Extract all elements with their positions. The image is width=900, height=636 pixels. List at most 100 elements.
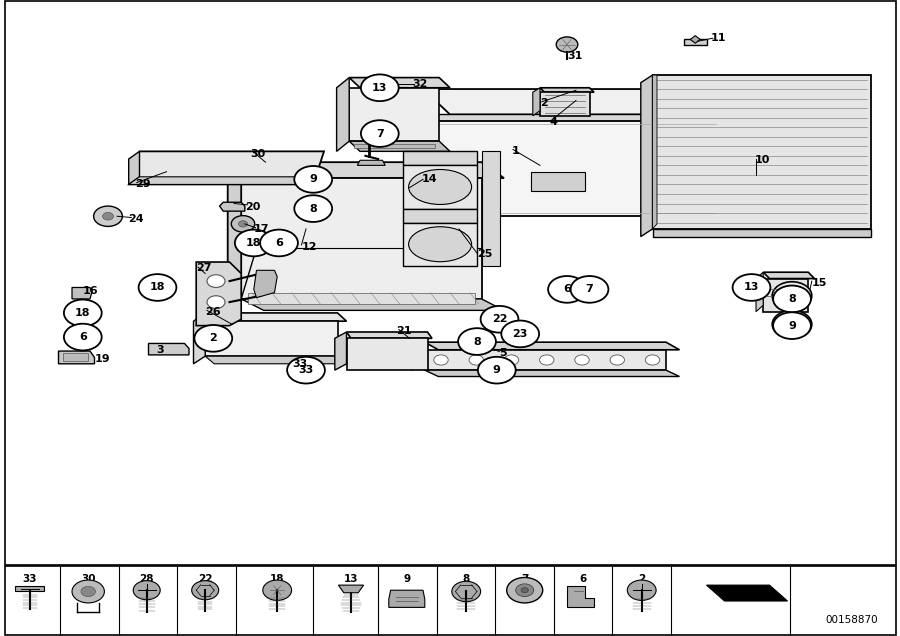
Polygon shape bbox=[482, 151, 500, 266]
Text: 00158870: 00158870 bbox=[825, 614, 878, 625]
Circle shape bbox=[94, 206, 122, 226]
Polygon shape bbox=[540, 92, 590, 116]
Text: 7: 7 bbox=[376, 128, 383, 139]
Text: 5: 5 bbox=[500, 348, 507, 358]
Polygon shape bbox=[337, 78, 349, 151]
Circle shape bbox=[207, 275, 225, 287]
Text: 18: 18 bbox=[270, 574, 284, 584]
Circle shape bbox=[64, 300, 102, 326]
Polygon shape bbox=[241, 162, 504, 178]
Polygon shape bbox=[763, 279, 808, 312]
Circle shape bbox=[773, 312, 811, 339]
Text: 8: 8 bbox=[463, 574, 470, 584]
Polygon shape bbox=[228, 162, 241, 310]
Polygon shape bbox=[423, 89, 738, 114]
Circle shape bbox=[627, 580, 656, 600]
Text: 19: 19 bbox=[94, 354, 110, 364]
Polygon shape bbox=[652, 75, 657, 229]
Polygon shape bbox=[72, 287, 92, 299]
Text: 8: 8 bbox=[788, 294, 796, 304]
Circle shape bbox=[361, 120, 399, 147]
Polygon shape bbox=[706, 585, 788, 601]
Polygon shape bbox=[403, 165, 477, 209]
Polygon shape bbox=[403, 151, 477, 165]
Polygon shape bbox=[403, 223, 477, 266]
Text: 11: 11 bbox=[711, 33, 726, 43]
Circle shape bbox=[294, 195, 332, 222]
Text: 21: 21 bbox=[396, 326, 411, 336]
Circle shape bbox=[575, 355, 590, 365]
Polygon shape bbox=[425, 350, 666, 370]
Circle shape bbox=[504, 355, 518, 365]
Text: 2: 2 bbox=[638, 574, 645, 584]
Polygon shape bbox=[756, 272, 763, 312]
Circle shape bbox=[645, 355, 660, 365]
Polygon shape bbox=[349, 88, 439, 141]
Polygon shape bbox=[220, 202, 245, 211]
Text: 6: 6 bbox=[79, 332, 86, 342]
Text: 6: 6 bbox=[275, 238, 283, 248]
Text: 32: 32 bbox=[412, 79, 427, 89]
Text: 9: 9 bbox=[788, 321, 796, 331]
Polygon shape bbox=[248, 293, 475, 304]
Polygon shape bbox=[129, 151, 324, 184]
Polygon shape bbox=[357, 160, 385, 165]
Text: 8: 8 bbox=[473, 336, 481, 347]
Circle shape bbox=[263, 580, 292, 600]
Text: 15: 15 bbox=[812, 278, 827, 288]
Text: 2: 2 bbox=[210, 333, 217, 343]
Circle shape bbox=[571, 276, 608, 303]
Text: 9: 9 bbox=[310, 174, 317, 184]
Polygon shape bbox=[403, 209, 477, 223]
Text: 30: 30 bbox=[81, 574, 95, 584]
Text: 30: 30 bbox=[250, 149, 266, 159]
Circle shape bbox=[501, 321, 539, 347]
Ellipse shape bbox=[409, 226, 472, 262]
Text: 20: 20 bbox=[245, 202, 260, 212]
Text: 27: 27 bbox=[196, 263, 211, 273]
Polygon shape bbox=[349, 78, 450, 88]
Text: 16: 16 bbox=[83, 286, 98, 296]
Circle shape bbox=[481, 306, 518, 333]
Text: 2: 2 bbox=[540, 98, 548, 108]
Circle shape bbox=[733, 274, 770, 301]
Text: 13: 13 bbox=[743, 282, 760, 293]
Polygon shape bbox=[412, 342, 425, 370]
Polygon shape bbox=[641, 75, 652, 237]
Text: 33: 33 bbox=[299, 365, 313, 375]
Circle shape bbox=[72, 580, 104, 603]
Circle shape bbox=[539, 355, 554, 365]
Polygon shape bbox=[425, 370, 680, 377]
Text: 10: 10 bbox=[754, 155, 770, 165]
Polygon shape bbox=[684, 39, 706, 45]
Polygon shape bbox=[205, 321, 338, 356]
Circle shape bbox=[238, 221, 248, 227]
Circle shape bbox=[521, 588, 528, 593]
Circle shape bbox=[452, 581, 481, 602]
Text: 18: 18 bbox=[75, 308, 91, 318]
Text: 33: 33 bbox=[292, 359, 308, 369]
Polygon shape bbox=[205, 313, 346, 321]
Text: 1: 1 bbox=[511, 146, 519, 156]
Circle shape bbox=[773, 286, 811, 312]
Polygon shape bbox=[205, 356, 346, 364]
Text: 18: 18 bbox=[246, 238, 262, 248]
Circle shape bbox=[207, 296, 225, 308]
Circle shape bbox=[192, 581, 219, 600]
Text: 22: 22 bbox=[198, 574, 212, 584]
Circle shape bbox=[516, 584, 534, 597]
Polygon shape bbox=[335, 332, 346, 370]
Circle shape bbox=[507, 577, 543, 603]
Circle shape bbox=[194, 325, 232, 352]
Polygon shape bbox=[148, 343, 189, 355]
Circle shape bbox=[478, 357, 516, 384]
Polygon shape bbox=[58, 351, 94, 364]
Circle shape bbox=[610, 355, 625, 365]
Polygon shape bbox=[241, 299, 504, 310]
Circle shape bbox=[133, 581, 160, 600]
Polygon shape bbox=[414, 121, 720, 216]
Circle shape bbox=[548, 276, 586, 303]
Text: 18: 18 bbox=[149, 282, 166, 293]
Polygon shape bbox=[196, 262, 241, 326]
Polygon shape bbox=[63, 353, 88, 361]
